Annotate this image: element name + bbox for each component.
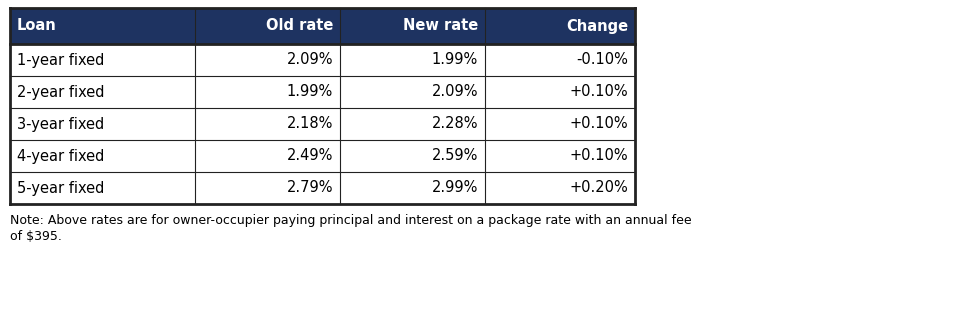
Bar [485,44,635,76]
Text: 2-year fixed: 2-year fixed [17,84,105,99]
Text: +0.10%: +0.10% [569,116,628,132]
Bar [195,76,340,108]
Text: 2.49%: 2.49% [287,149,333,163]
Bar [340,8,485,44]
Bar [10,8,195,44]
Text: 4-year fixed: 4-year fixed [17,149,105,163]
Text: 1.99%: 1.99% [432,53,478,67]
Text: 5-year fixed: 5-year fixed [17,180,105,196]
Text: Loan: Loan [17,19,57,33]
Bar [10,108,195,140]
Bar [485,76,635,108]
Text: +0.10%: +0.10% [569,149,628,163]
Bar [10,76,195,108]
Bar [195,44,340,76]
Text: Old rate: Old rate [266,19,333,33]
Text: 1-year fixed: 1-year fixed [17,53,105,67]
Bar [10,140,195,172]
Text: 2.09%: 2.09% [431,84,478,99]
Bar [195,8,340,44]
Text: 2.99%: 2.99% [432,180,478,196]
Bar [10,44,195,76]
Text: 2.09%: 2.09% [286,53,333,67]
Text: -0.10%: -0.10% [576,53,628,67]
Text: 3-year fixed: 3-year fixed [17,116,105,132]
Text: +0.10%: +0.10% [569,84,628,99]
Bar [10,172,195,204]
Bar [485,108,635,140]
Text: New rate: New rate [403,19,478,33]
Bar [485,172,635,204]
Bar [195,172,340,204]
Text: 2.18%: 2.18% [287,116,333,132]
Bar [340,76,485,108]
Bar [195,108,340,140]
Text: of $395.: of $395. [10,230,61,243]
Text: Note: Above rates are for owner-occupier paying principal and interest on a pack: Note: Above rates are for owner-occupier… [10,214,691,227]
Bar [340,108,485,140]
Bar [340,172,485,204]
Text: Change: Change [565,19,628,33]
Text: +0.20%: +0.20% [569,180,628,196]
Text: 2.28%: 2.28% [431,116,478,132]
Text: 2.59%: 2.59% [432,149,478,163]
Bar [195,140,340,172]
Text: 1.99%: 1.99% [287,84,333,99]
Text: 2.79%: 2.79% [286,180,333,196]
Bar [340,44,485,76]
Bar [340,140,485,172]
Bar [485,140,635,172]
Bar [485,8,635,44]
